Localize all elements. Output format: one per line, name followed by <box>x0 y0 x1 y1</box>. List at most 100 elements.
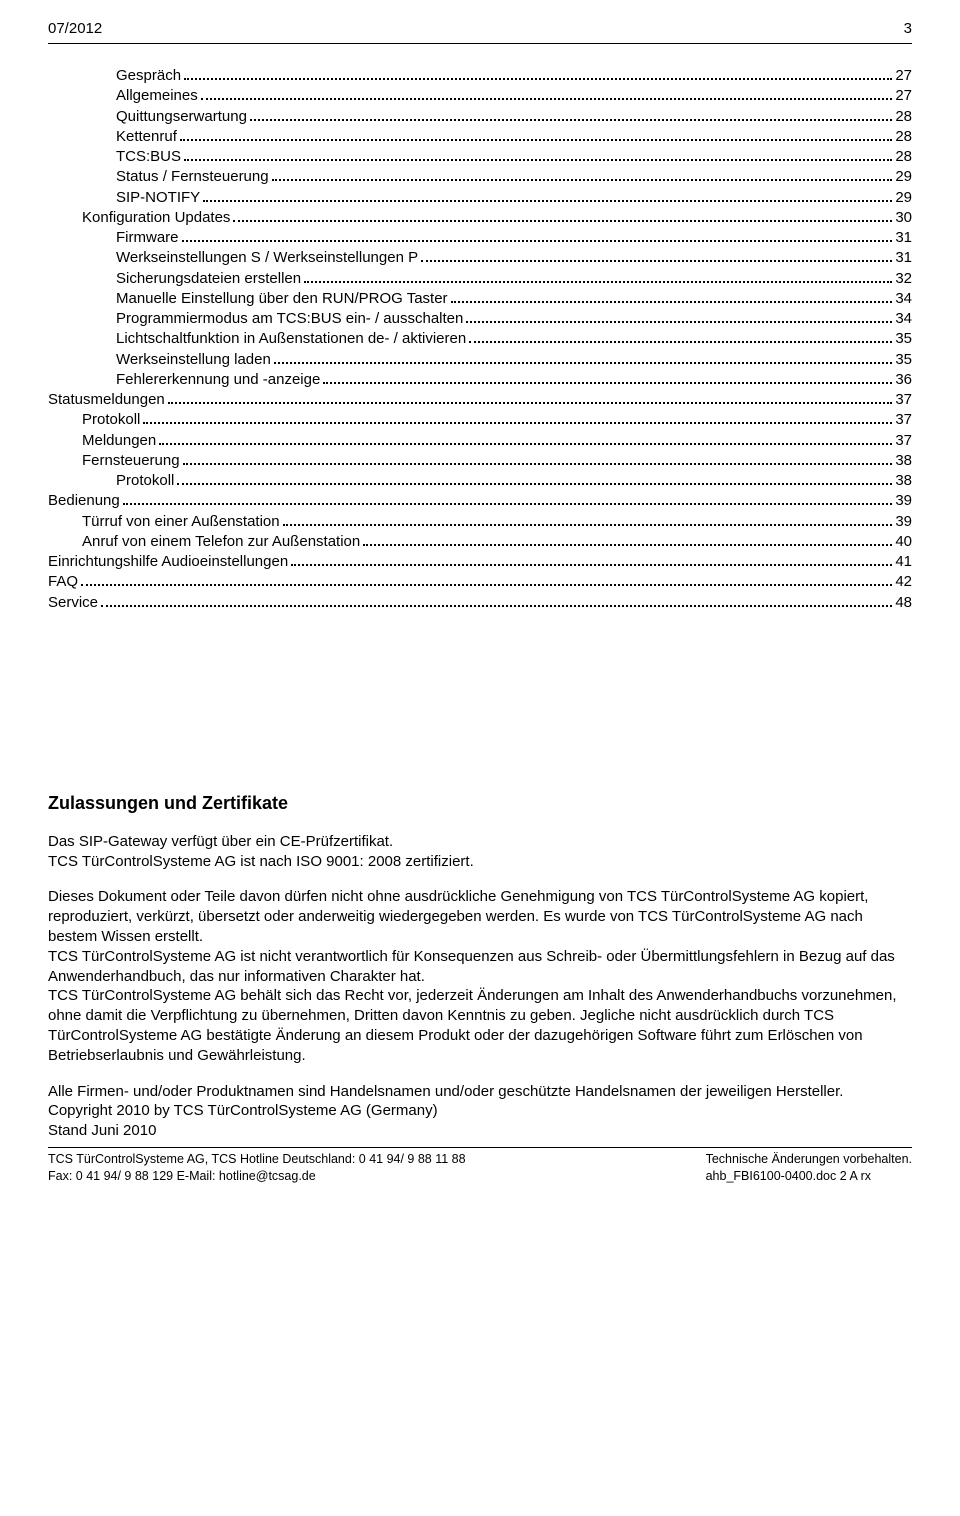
toc-leader-dots <box>323 382 892 384</box>
toc-label: Quittungserwartung <box>116 107 247 127</box>
cert-text: Das SIP-Gateway verfügt über ein CE-Prüf… <box>48 832 912 872</box>
toc-page: 37 <box>895 390 912 410</box>
toc-label: Protokoll <box>82 410 140 430</box>
toc-label: Firmware <box>116 228 179 248</box>
toc-page: 29 <box>895 167 912 187</box>
toc-page: 40 <box>895 532 912 552</box>
toc-row: TCS:BUS28 <box>48 147 912 167</box>
toc-row: FAQ42 <box>48 572 912 592</box>
toc-leader-dots <box>272 179 893 181</box>
toc-page: 37 <box>895 431 912 451</box>
toc-row: Anruf von einem Telefon zur Außenstation… <box>48 532 912 552</box>
toc-leader-dots <box>101 605 892 607</box>
toc-page: 32 <box>895 269 912 289</box>
toc-row: Manuelle Einstellung über den RUN/PROG T… <box>48 289 912 309</box>
toc-row: Türruf von einer Außenstation 39 <box>48 512 912 532</box>
toc-leader-dots <box>159 443 892 445</box>
toc-page: 34 <box>895 289 912 309</box>
toc-leader-dots <box>304 281 892 283</box>
page-footer: TCS TürControlSysteme AG, TCS Hotline De… <box>48 1147 912 1185</box>
toc-leader-dots <box>466 321 892 323</box>
toc-leader-dots <box>184 159 892 161</box>
toc-row: Firmware 31 <box>48 228 912 248</box>
toc-label: Gespräch <box>116 66 181 86</box>
toc-leader-dots <box>451 301 893 303</box>
toc-row: Bedienung 39 <box>48 491 912 511</box>
toc-row: Status / Fernsteuerung29 <box>48 167 912 187</box>
header-page-number: 3 <box>904 20 912 37</box>
toc-leader-dots <box>233 220 892 222</box>
toc-page: 42 <box>895 572 912 592</box>
toc-label: Bedienung <box>48 491 120 511</box>
toc-label: SIP-NOTIFY <box>116 188 200 208</box>
toc-label: Türruf von einer Außenstation <box>82 512 280 532</box>
toc-row: Quittungserwartung28 <box>48 107 912 127</box>
toc-row: Protokoll38 <box>48 471 912 491</box>
toc-row: Konfiguration Updates30 <box>48 208 912 228</box>
toc-row: Service48 <box>48 593 912 613</box>
toc-leader-dots <box>184 78 892 80</box>
toc-page: 39 <box>895 491 912 511</box>
toc-leader-dots <box>123 503 893 505</box>
toc-label: Einrichtungshilfe Audioeinstellungen <box>48 552 288 572</box>
legal-para1: Dieses Dokument oder Teile davon dürfen … <box>48 888 868 945</box>
toc-leader-dots <box>250 119 892 121</box>
toc-row: Lichtschaltfunktion in Außenstationen de… <box>48 329 912 349</box>
trademark-text: Alle Firmen- und/oder Produktnamen sind … <box>48 1083 843 1100</box>
legal-para3: TCS TürControlSysteme AG behält sich das… <box>48 987 897 1063</box>
toc-page: 31 <box>895 228 912 248</box>
toc-row: Fernsteuerung38 <box>48 451 912 471</box>
footer-right: Technische Änderungen vorbehalten. ahb_F… <box>706 1151 912 1185</box>
footer-left: TCS TürControlSysteme AG, TCS Hotline De… <box>48 1151 466 1185</box>
toc-label: TCS:BUS <box>116 147 181 167</box>
toc-label: Fernsteuerung <box>82 451 180 471</box>
toc-label: Werkseinstellung laden <box>116 350 271 370</box>
toc-leader-dots <box>469 341 892 343</box>
toc-leader-dots <box>201 98 893 100</box>
toc-leader-dots <box>182 240 893 242</box>
toc-leader-dots <box>177 483 892 485</box>
toc-page: 37 <box>895 410 912 430</box>
toc-page: 41 <box>895 552 912 572</box>
toc-row: Gespräch 27 <box>48 66 912 86</box>
copyright-text: Copyright 2010 by TCS TürControlSysteme … <box>48 1102 438 1119</box>
toc-leader-dots <box>203 200 892 202</box>
toc-label: Konfiguration Updates <box>82 208 230 228</box>
toc-page: 31 <box>895 248 912 268</box>
toc-leader-dots <box>143 422 892 424</box>
toc-leader-dots <box>421 260 892 262</box>
toc-page: 35 <box>895 350 912 370</box>
toc-leader-dots <box>283 524 893 526</box>
toc-page: 27 <box>895 66 912 86</box>
toc-row: Statusmeldungen 37 <box>48 390 912 410</box>
cert-title: Zulassungen und Zertifikate <box>48 793 912 814</box>
legal-para2: TCS TürControlSysteme AG ist nicht veran… <box>48 948 895 985</box>
toc-leader-dots <box>180 139 892 141</box>
toc-label: Anruf von einem Telefon zur Außenstation <box>82 532 360 552</box>
toc-label: Meldungen <box>82 431 156 451</box>
toc-label: Lichtschaltfunktion in Außenstationen de… <box>116 329 466 349</box>
toc-row: Werkseinstellung laden 35 <box>48 350 912 370</box>
toc-row: Werkseinstellungen S / Werkseinstellunge… <box>48 248 912 268</box>
toc-label: Statusmeldungen <box>48 390 165 410</box>
table-of-contents: Gespräch 27Allgemeines 27 Quittungserwartun… <box>48 66 912 613</box>
toc-row: Meldungen 37 <box>48 431 912 451</box>
footer-left-line2: Fax: 0 41 94/ 9 88 129 E-Mail: hotline@t… <box>48 1168 466 1185</box>
toc-label: Kettenruf <box>116 127 177 147</box>
toc-leader-dots <box>81 584 892 586</box>
trademark-block: Alle Firmen- und/oder Produktnamen sind … <box>48 1082 912 1141</box>
toc-leader-dots <box>291 564 892 566</box>
legal-block: Dieses Dokument oder Teile davon dürfen … <box>48 887 912 1065</box>
toc-leader-dots <box>363 544 892 546</box>
header-rule <box>48 43 912 44</box>
cert-line2: TCS TürControlSysteme AG ist nach ISO 90… <box>48 853 474 870</box>
toc-page: 39 <box>895 512 912 532</box>
toc-page: 34 <box>895 309 912 329</box>
toc-label: Protokoll <box>116 471 174 491</box>
cert-line1: Das SIP-Gateway verfügt über ein CE-Prüf… <box>48 833 393 850</box>
toc-label: Werkseinstellungen S / Werkseinstellunge… <box>116 248 418 268</box>
toc-label: Allgemeines <box>116 86 198 106</box>
toc-page: 36 <box>895 370 912 390</box>
toc-leader-dots <box>168 402 893 404</box>
toc-row: Kettenruf28 <box>48 127 912 147</box>
